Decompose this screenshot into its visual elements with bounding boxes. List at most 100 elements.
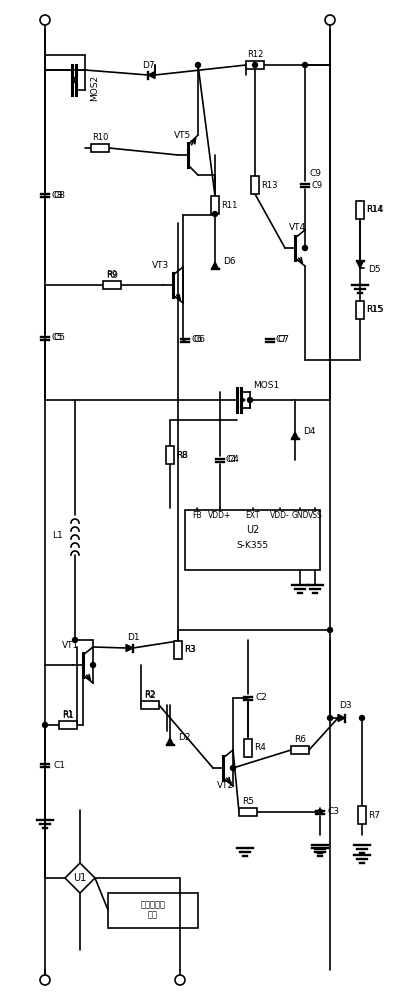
Polygon shape bbox=[338, 714, 345, 722]
Text: D2: D2 bbox=[178, 734, 190, 742]
Circle shape bbox=[43, 722, 47, 728]
Text: R9: R9 bbox=[106, 270, 117, 279]
Circle shape bbox=[318, 810, 322, 814]
Polygon shape bbox=[166, 738, 174, 745]
Polygon shape bbox=[65, 863, 95, 893]
Text: FB: FB bbox=[192, 510, 202, 520]
Bar bbox=[246, 61, 264, 69]
Text: U1: U1 bbox=[73, 873, 87, 883]
Text: GND: GND bbox=[291, 510, 309, 520]
Text: VT2: VT2 bbox=[217, 782, 233, 790]
Text: R9: R9 bbox=[106, 270, 118, 279]
Bar bbox=[103, 281, 121, 289]
Text: U2: U2 bbox=[246, 525, 259, 535]
Polygon shape bbox=[148, 72, 155, 79]
Text: R3: R3 bbox=[184, 646, 196, 654]
Text: D5: D5 bbox=[368, 265, 381, 274]
Polygon shape bbox=[241, 397, 245, 403]
Bar bbox=[91, 144, 109, 152]
Circle shape bbox=[247, 397, 253, 402]
Bar bbox=[291, 746, 309, 754]
Circle shape bbox=[40, 15, 50, 25]
Bar bbox=[244, 739, 252, 757]
Text: C1: C1 bbox=[53, 760, 65, 770]
Bar bbox=[358, 806, 366, 824]
Bar bbox=[211, 196, 219, 214]
Text: D6: D6 bbox=[223, 257, 236, 266]
Circle shape bbox=[325, 15, 335, 25]
Text: 三极管稳压
电路: 三极管稳压 电路 bbox=[140, 900, 166, 920]
Text: VT4: VT4 bbox=[288, 224, 306, 232]
Text: R10: R10 bbox=[92, 133, 108, 142]
Text: C9: C9 bbox=[311, 180, 322, 190]
Bar bbox=[166, 446, 174, 464]
Text: VSS: VSS bbox=[308, 510, 322, 520]
Text: R1: R1 bbox=[63, 710, 73, 719]
Bar bbox=[108, 892, 198, 928]
Circle shape bbox=[360, 716, 365, 720]
Text: C8: C8 bbox=[51, 190, 62, 200]
Text: R13: R13 bbox=[261, 180, 277, 190]
Bar bbox=[141, 701, 159, 709]
Bar bbox=[239, 808, 257, 816]
Text: R15: R15 bbox=[366, 306, 383, 314]
Text: R8: R8 bbox=[176, 450, 187, 460]
Text: C6: C6 bbox=[193, 336, 205, 344]
Text: C3: C3 bbox=[328, 808, 340, 816]
Text: R14: R14 bbox=[366, 206, 384, 215]
Text: R14: R14 bbox=[366, 206, 383, 215]
Text: EXT: EXT bbox=[246, 510, 260, 520]
Text: R7: R7 bbox=[368, 810, 380, 820]
Text: C7: C7 bbox=[276, 336, 287, 344]
Text: R11: R11 bbox=[221, 200, 237, 210]
Text: C5: C5 bbox=[51, 334, 62, 342]
Bar bbox=[356, 301, 364, 319]
Text: C7: C7 bbox=[278, 336, 290, 344]
Bar bbox=[174, 641, 182, 659]
Polygon shape bbox=[211, 262, 219, 269]
Text: D7: D7 bbox=[142, 60, 154, 70]
Circle shape bbox=[213, 212, 217, 217]
Circle shape bbox=[328, 628, 332, 633]
Polygon shape bbox=[356, 261, 363, 268]
Circle shape bbox=[40, 975, 50, 985]
Text: C5: C5 bbox=[53, 334, 65, 342]
Circle shape bbox=[91, 662, 95, 668]
Polygon shape bbox=[72, 75, 76, 85]
Text: C4: C4 bbox=[228, 456, 240, 464]
Text: D1: D1 bbox=[127, 634, 139, 643]
Text: R12: R12 bbox=[247, 50, 263, 59]
Text: L1: L1 bbox=[52, 530, 63, 540]
Text: R15: R15 bbox=[366, 306, 384, 314]
Text: MOS2: MOS2 bbox=[90, 75, 99, 101]
Polygon shape bbox=[126, 645, 133, 652]
Bar bbox=[356, 201, 364, 219]
Text: C8: C8 bbox=[53, 190, 65, 200]
Text: VT1: VT1 bbox=[63, 641, 80, 650]
Circle shape bbox=[302, 245, 308, 250]
Text: VT5: VT5 bbox=[174, 130, 192, 139]
Bar bbox=[59, 721, 77, 729]
Text: R1: R1 bbox=[62, 710, 74, 720]
Text: C6: C6 bbox=[191, 336, 202, 344]
Text: R8: R8 bbox=[176, 450, 188, 460]
Polygon shape bbox=[292, 432, 298, 439]
Circle shape bbox=[231, 766, 235, 770]
Text: C9: C9 bbox=[310, 168, 322, 178]
Text: R3: R3 bbox=[184, 646, 195, 654]
Bar bbox=[185, 510, 320, 570]
Circle shape bbox=[73, 638, 77, 643]
Text: C4: C4 bbox=[226, 456, 237, 464]
Circle shape bbox=[302, 62, 308, 68]
Circle shape bbox=[196, 62, 200, 68]
Circle shape bbox=[253, 62, 257, 68]
Text: R5: R5 bbox=[242, 798, 254, 806]
Text: VDD+: VDD+ bbox=[208, 510, 232, 520]
Text: C2: C2 bbox=[256, 694, 268, 702]
Text: R2: R2 bbox=[144, 690, 156, 699]
Text: R2: R2 bbox=[144, 690, 156, 700]
Bar bbox=[251, 176, 259, 194]
Text: VDD-: VDD- bbox=[270, 510, 290, 520]
Circle shape bbox=[175, 975, 185, 985]
Text: D4: D4 bbox=[303, 428, 316, 436]
